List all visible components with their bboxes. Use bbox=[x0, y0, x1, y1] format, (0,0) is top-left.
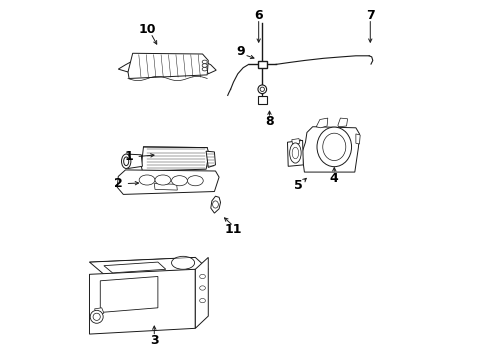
Ellipse shape bbox=[155, 175, 171, 185]
Polygon shape bbox=[90, 257, 208, 274]
Text: 2: 2 bbox=[114, 177, 122, 190]
Ellipse shape bbox=[290, 143, 301, 163]
Text: 4: 4 bbox=[330, 172, 339, 185]
Polygon shape bbox=[95, 308, 104, 315]
Polygon shape bbox=[104, 262, 166, 273]
FancyBboxPatch shape bbox=[258, 61, 267, 68]
Polygon shape bbox=[196, 257, 208, 328]
Polygon shape bbox=[302, 127, 360, 172]
Polygon shape bbox=[117, 170, 219, 194]
Polygon shape bbox=[356, 134, 360, 144]
Text: 10: 10 bbox=[138, 23, 156, 36]
Polygon shape bbox=[211, 196, 220, 213]
Polygon shape bbox=[123, 154, 143, 168]
Ellipse shape bbox=[260, 87, 265, 91]
Ellipse shape bbox=[172, 256, 195, 269]
Polygon shape bbox=[154, 184, 177, 190]
Ellipse shape bbox=[172, 176, 187, 186]
Ellipse shape bbox=[202, 67, 207, 71]
Polygon shape bbox=[338, 118, 347, 127]
Text: 3: 3 bbox=[150, 334, 159, 347]
Ellipse shape bbox=[187, 176, 203, 186]
Polygon shape bbox=[100, 276, 158, 312]
Text: 8: 8 bbox=[265, 115, 274, 128]
Text: 7: 7 bbox=[366, 9, 375, 22]
Ellipse shape bbox=[213, 201, 219, 208]
Polygon shape bbox=[206, 151, 216, 167]
Ellipse shape bbox=[323, 133, 346, 161]
Ellipse shape bbox=[139, 175, 155, 185]
Ellipse shape bbox=[202, 64, 207, 67]
Text: 11: 11 bbox=[225, 223, 242, 236]
Polygon shape bbox=[288, 140, 303, 166]
Ellipse shape bbox=[122, 154, 131, 168]
Polygon shape bbox=[118, 60, 133, 72]
Ellipse shape bbox=[292, 147, 298, 159]
Ellipse shape bbox=[199, 298, 205, 303]
Polygon shape bbox=[297, 140, 303, 149]
Text: 9: 9 bbox=[236, 45, 245, 58]
Ellipse shape bbox=[317, 127, 351, 167]
Ellipse shape bbox=[90, 310, 103, 323]
Text: 1: 1 bbox=[125, 150, 133, 163]
Polygon shape bbox=[141, 147, 209, 171]
Ellipse shape bbox=[258, 85, 267, 94]
Polygon shape bbox=[90, 269, 196, 334]
Text: 6: 6 bbox=[254, 9, 263, 22]
Polygon shape bbox=[316, 118, 328, 128]
Polygon shape bbox=[128, 53, 208, 78]
Ellipse shape bbox=[202, 60, 207, 64]
Text: 5: 5 bbox=[294, 179, 303, 192]
Ellipse shape bbox=[199, 286, 205, 290]
Ellipse shape bbox=[123, 157, 129, 166]
Ellipse shape bbox=[93, 313, 100, 320]
Ellipse shape bbox=[199, 274, 205, 279]
Polygon shape bbox=[292, 139, 300, 144]
Polygon shape bbox=[202, 60, 216, 74]
Polygon shape bbox=[258, 96, 267, 104]
